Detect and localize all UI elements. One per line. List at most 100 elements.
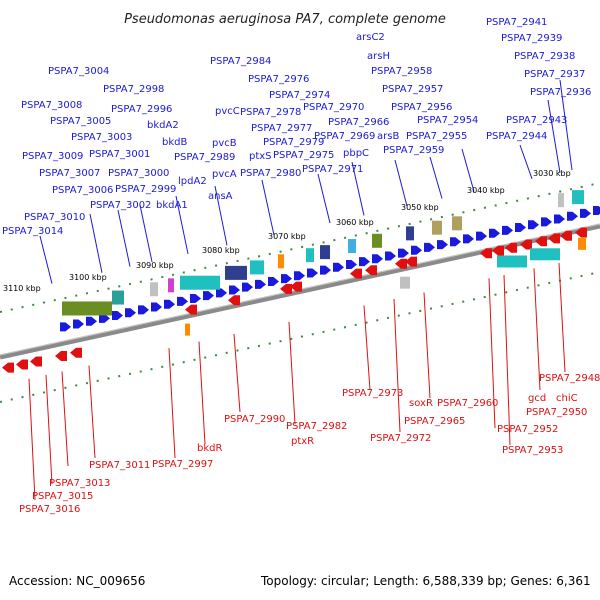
gene-label[interactable]: PSPA7_3000 [108, 168, 169, 179]
gene-label[interactable]: PSPA7_2943 [506, 115, 567, 126]
forward-gene-arrow[interactable] [463, 234, 474, 244]
gene-label[interactable]: PSPA7_3007 [39, 168, 100, 179]
forward-gene-arrow[interactable] [528, 220, 539, 230]
gene-label[interactable]: PSPA7_2971 [302, 164, 363, 175]
gene-label[interactable]: ptxR [291, 436, 314, 447]
gene-label[interactable]: ptxS [249, 151, 272, 162]
reverse-gene-arrow[interactable] [548, 233, 560, 244]
gene-label[interactable]: PSPA7_3016 [19, 504, 80, 515]
forward-gene-arrow[interactable] [294, 271, 305, 281]
gene-label[interactable]: PSPA7_2999 [115, 184, 176, 195]
gene-label[interactable]: PSPA7_2966 [328, 117, 389, 128]
gene-label[interactable]: PSPA7_3009 [22, 151, 83, 162]
gene-label[interactable]: PSPA7_2996 [111, 104, 172, 115]
forward-gene-arrow[interactable] [502, 225, 513, 235]
reverse-gene-arrow[interactable] [520, 239, 532, 250]
gene-label[interactable]: PSPA7_2959 [383, 145, 444, 156]
forward-gene-arrow[interactable] [333, 262, 344, 272]
forward-gene-arrow[interactable] [593, 206, 600, 216]
gene-label[interactable]: PSPA7_2969 [314, 131, 375, 142]
reverse-gene-arrow[interactable] [405, 256, 417, 267]
gene-label[interactable]: PSPA7_2948 [539, 373, 600, 384]
gene-label[interactable]: PSPA7_3010 [24, 212, 85, 223]
forward-gene-arrow[interactable] [489, 228, 500, 238]
gene-label[interactable]: PSPA7_2982 [286, 421, 347, 432]
gene-label[interactable]: PSPA7_2990 [224, 414, 285, 425]
gene-label[interactable]: chiC [556, 393, 578, 404]
forward-gene-arrow[interactable] [411, 245, 422, 255]
gene-label[interactable]: PSPA7_2989 [174, 152, 235, 163]
gene-label[interactable]: PSPA7_2978 [240, 107, 301, 118]
forward-gene-arrow[interactable] [151, 302, 162, 312]
reverse-gene-arrow[interactable] [55, 350, 67, 361]
gene-label[interactable]: arsH [367, 51, 390, 62]
gene-label[interactable]: pvcC [215, 106, 240, 117]
reverse-gene-arrow[interactable] [290, 281, 302, 292]
gene-label[interactable]: PSPA7_2974 [269, 90, 330, 101]
forward-gene-arrow[interactable] [385, 251, 396, 261]
gene-label[interactable]: PSPA7_2941 [486, 17, 547, 28]
gene-label[interactable]: PSPA7_2976 [248, 74, 309, 85]
gene-label[interactable]: arsB [377, 131, 399, 142]
reverse-gene-arrow[interactable] [16, 359, 28, 370]
gene-label[interactable]: PSPA7_2955 [406, 131, 467, 142]
gene-label[interactable]: PSPA7_2960 [437, 398, 498, 409]
gene-label[interactable]: pbpC [343, 148, 369, 159]
gene-label[interactable]: pvcB [212, 138, 237, 149]
gene-label[interactable]: PSPA7_2944 [486, 131, 547, 142]
gene-label[interactable]: PSPA7_3006 [52, 185, 113, 196]
forward-gene-arrow[interactable] [177, 296, 188, 306]
forward-gene-arrow[interactable] [99, 313, 110, 323]
gene-label[interactable]: PSPA7_3003 [71, 132, 132, 143]
gene-label[interactable]: PSPA7_2972 [370, 433, 431, 444]
gene-label[interactable]: PSPA7_3004 [48, 66, 109, 77]
gene-label[interactable]: PSPA7_3014 [2, 226, 63, 237]
gene-label[interactable]: PSPA7_3002 [90, 200, 151, 211]
forward-gene-arrow[interactable] [73, 319, 84, 329]
gene-label[interactable]: bkdA2 [147, 120, 179, 131]
gene-label[interactable]: PSPA7_2936 [530, 87, 591, 98]
gene-label[interactable]: PSPA7_2977 [251, 123, 312, 134]
forward-gene-arrow[interactable] [242, 282, 253, 292]
gene-label[interactable]: PSPA7_2953 [502, 445, 563, 456]
forward-gene-arrow[interactable] [554, 214, 565, 224]
gene-label[interactable]: soxR [409, 398, 433, 409]
gene-label[interactable]: PSPA7_2958 [371, 66, 432, 77]
reverse-gene-arrow[interactable] [185, 304, 197, 315]
forward-gene-arrow[interactable] [567, 211, 578, 221]
gene-label[interactable]: gcd [528, 393, 546, 404]
reverse-gene-arrow[interactable] [395, 258, 407, 269]
forward-gene-arrow[interactable] [515, 223, 526, 233]
gene-label[interactable]: PSPA7_2957 [382, 84, 443, 95]
gene-label[interactable]: PSPA7_2950 [526, 407, 587, 418]
gene-label[interactable]: bkdB [162, 137, 187, 148]
reverse-gene-arrow[interactable] [228, 295, 240, 306]
forward-gene-arrow[interactable] [268, 276, 279, 286]
reverse-gene-arrow[interactable] [492, 245, 504, 256]
forward-gene-arrow[interactable] [450, 237, 461, 247]
forward-gene-arrow[interactable] [138, 305, 149, 315]
gene-label[interactable]: PSPA7_2984 [210, 56, 271, 67]
reverse-gene-arrow[interactable] [480, 248, 492, 259]
reverse-gene-arrow[interactable] [350, 268, 362, 279]
forward-gene-arrow[interactable] [372, 254, 383, 264]
forward-gene-arrow[interactable] [424, 242, 435, 252]
gene-label[interactable]: PSPA7_3008 [21, 100, 82, 111]
gene-label[interactable]: PSPA7_2975 [273, 150, 334, 161]
gene-label[interactable]: bkdA1 [156, 200, 188, 211]
gene-label[interactable]: PSPA7_3011 [89, 460, 150, 471]
gene-label[interactable]: bkdR [197, 443, 222, 454]
forward-gene-arrow[interactable] [164, 299, 175, 309]
forward-gene-arrow[interactable] [281, 274, 292, 284]
forward-gene-arrow[interactable] [60, 322, 71, 332]
forward-gene-arrow[interactable] [255, 279, 266, 289]
reverse-gene-arrow[interactable] [365, 265, 377, 276]
forward-gene-arrow[interactable] [398, 248, 409, 258]
forward-gene-arrow[interactable] [216, 288, 227, 298]
gene-label[interactable]: PSPA7_2938 [514, 51, 575, 62]
forward-gene-arrow[interactable] [86, 316, 97, 326]
gene-label[interactable]: PSPA7_2954 [417, 115, 478, 126]
gene-label[interactable]: PSPA7_2965 [404, 416, 465, 427]
gene-label[interactable]: PSPA7_2952 [497, 424, 558, 435]
forward-gene-arrow[interactable] [307, 268, 318, 278]
